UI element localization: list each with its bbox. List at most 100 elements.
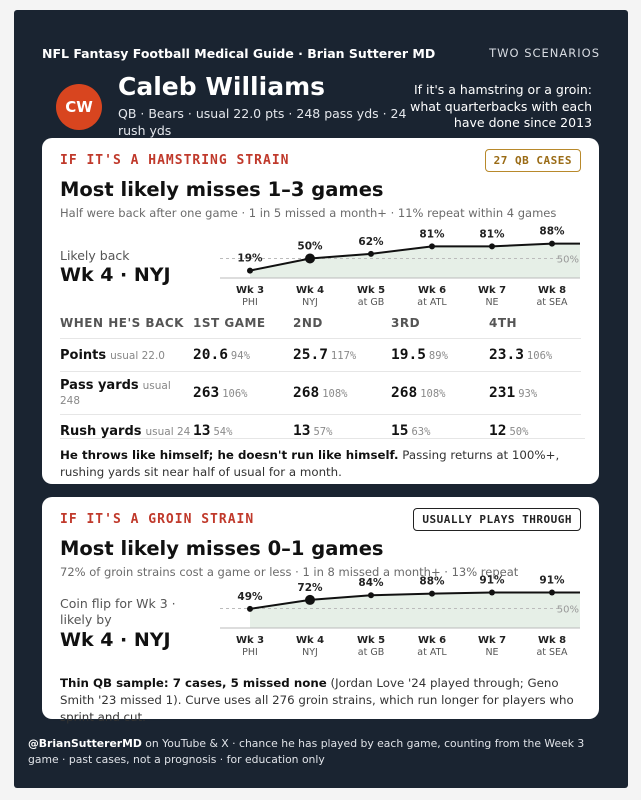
- cell-value: 19.5: [391, 347, 426, 363]
- x-tick-label: Wk 6: [418, 635, 446, 646]
- brand-title: NFL Fantasy Football Medical Guide: [42, 46, 294, 61]
- data-point: [368, 250, 374, 257]
- cell-percent: 57%: [313, 426, 333, 439]
- cell-value: 15: [391, 423, 409, 440]
- table-header-row: WHEN HE'S BACK 1ST GAME 2ND 3RD 4TH: [60, 316, 581, 339]
- x-tick-label: Wk 5: [357, 285, 385, 296]
- row-label-cell: Rush yards usual 24: [60, 414, 193, 448]
- cell-value: 231: [489, 385, 516, 401]
- groin-note-bold: Thin QB sample: 7 cases, 5 missed none: [60, 676, 327, 690]
- data-point: [549, 240, 555, 247]
- cell-value: 13: [293, 423, 311, 440]
- data-point: [247, 605, 253, 612]
- hamstring-headline: Most likely misses 1–3 games: [60, 178, 384, 201]
- row-label: Rush yards: [60, 423, 142, 439]
- x-tick-label: Wk 6: [418, 285, 446, 296]
- cell-percent: 50%: [509, 426, 529, 439]
- table-cell: 20.6 94%: [193, 338, 293, 372]
- reference-line-label: 50%: [557, 255, 579, 266]
- data-label: 19%: [237, 253, 263, 265]
- data-point: [429, 590, 435, 597]
- cell-value: 20.6: [193, 347, 228, 363]
- x-tick-label: Wk 8: [538, 635, 566, 646]
- groin-note-text: (Jordan Love '24 played through; Geno Sm…: [60, 676, 574, 724]
- return-stats-table: WHEN HE'S BACK 1ST GAME 2ND 3RD 4TH Poin…: [60, 316, 581, 448]
- x-tick-opponent: at GB: [358, 297, 384, 308]
- data-point: [368, 592, 374, 599]
- table-cell: 13 54%: [193, 414, 293, 448]
- cell-percent: 106%: [222, 388, 248, 400]
- tagline: If it's a hamstring or a groin: what qua…: [410, 82, 592, 130]
- hamstring-note-text: Passing returns at 100%+, rushing yards …: [60, 448, 560, 479]
- x-tick-opponent: at SEA: [536, 297, 568, 308]
- hamstring-note-bold: He throws like himself; he doesn't run l…: [60, 448, 399, 462]
- data-point: [489, 589, 495, 596]
- table-cell: 13 57%: [293, 414, 391, 448]
- row-label-cell: Pass yards usual 248: [60, 371, 193, 415]
- table-header: 2ND: [293, 316, 323, 330]
- cell-value: 13: [193, 423, 211, 440]
- data-label: 88%: [419, 576, 445, 588]
- data-label: 84%: [358, 577, 384, 589]
- data-label: 81%: [479, 228, 505, 240]
- hamstring-cases-badge: 27 QB CASES: [484, 149, 581, 172]
- player-avatar: CW: [56, 84, 102, 130]
- table-cell: 23.3 106%: [489, 338, 581, 372]
- player-name: Caleb Williams: [118, 72, 325, 101]
- x-tick-opponent: PHI: [242, 297, 258, 308]
- author-name: Brian Sutterer MD: [307, 46, 436, 61]
- data-point: [489, 243, 495, 250]
- data-label: 91%: [539, 575, 565, 587]
- row-label-cell: Points usual 22.0: [60, 338, 193, 372]
- hamstring-likely-value: Wk 4 · NYJ: [60, 264, 171, 286]
- table-cell: 19.5 89%: [391, 338, 489, 372]
- x-tick-label: Wk 3: [236, 635, 264, 646]
- cell-value: 12: [489, 423, 507, 440]
- table-cell: 12 50%: [489, 414, 581, 448]
- hamstring-section-label: IF IT'S A HAMSTRING STRAIN: [60, 153, 290, 168]
- data-point: [305, 594, 315, 605]
- row-usual: usual 24: [145, 425, 191, 438]
- x-tick-label: Wk 4: [296, 635, 324, 646]
- table-header: 1ST GAME: [193, 316, 266, 330]
- row-usual: usual 22.0: [110, 349, 165, 362]
- data-point: [429, 243, 435, 250]
- x-tick-opponent: at ATL: [417, 297, 447, 308]
- x-tick-label: Wk 5: [357, 635, 385, 646]
- cell-percent: 106%: [526, 350, 553, 362]
- table-header: 3RD: [391, 316, 421, 330]
- cell-percent: 94%: [230, 350, 250, 362]
- cell-percent: 117%: [330, 350, 357, 362]
- x-tick-label: Wk 7: [478, 635, 506, 646]
- cell-percent: 108%: [420, 388, 446, 400]
- brand-header: NFL Fantasy Football Medical Guide · Bri…: [42, 46, 436, 61]
- table-cell: 231 93%: [489, 371, 581, 415]
- groin-subline: 72% of groin strains cost a game or less…: [60, 565, 519, 579]
- cell-percent: 93%: [518, 388, 538, 400]
- data-label: 88%: [539, 226, 565, 238]
- groin-section-label: IF IT'S A GROIN STRAIN: [60, 512, 255, 527]
- table-row: Points usual 22.0 20.6 94% 25.7 117% 19.5 89% 23…: [60, 338, 581, 372]
- groin-likely-value: Wk 4 · NYJ: [60, 629, 171, 651]
- table-cell: 263 106%: [193, 371, 293, 415]
- hamstring-card: IF IT'S A HAMSTRING STRAIN 27 QB CASES M…: [42, 138, 599, 484]
- cell-value: 25.7: [293, 347, 328, 363]
- cell-percent: 54%: [213, 426, 233, 439]
- groin-likely-label: Coin flip for Wk 3 · likely by: [60, 596, 176, 627]
- hamstring-subline: Half were back after one game · 1 in 5 m…: [60, 206, 557, 220]
- groin-headline: Most likely misses 0–1 games: [60, 537, 384, 560]
- data-point: [247, 267, 253, 274]
- x-tick-opponent: NYJ: [302, 647, 318, 658]
- cell-value: 23.3: [489, 347, 524, 363]
- groin-note: Thin QB sample: 7 cases, 5 missed none (…: [60, 675, 585, 726]
- x-tick-opponent: at GB: [358, 647, 384, 658]
- x-tick-opponent: NE: [485, 297, 498, 308]
- groin-card: IF IT'S A GROIN STRAIN USUALLY PLAYS THR…: [42, 497, 599, 724]
- cell-percent: 89%: [428, 350, 448, 362]
- x-tick-opponent: at SEA: [536, 647, 568, 658]
- cell-percent: 63%: [411, 426, 431, 439]
- x-tick-label: Wk 3: [236, 285, 264, 296]
- curve-area: [250, 243, 580, 278]
- table-cell: 25.7 117%: [293, 338, 391, 372]
